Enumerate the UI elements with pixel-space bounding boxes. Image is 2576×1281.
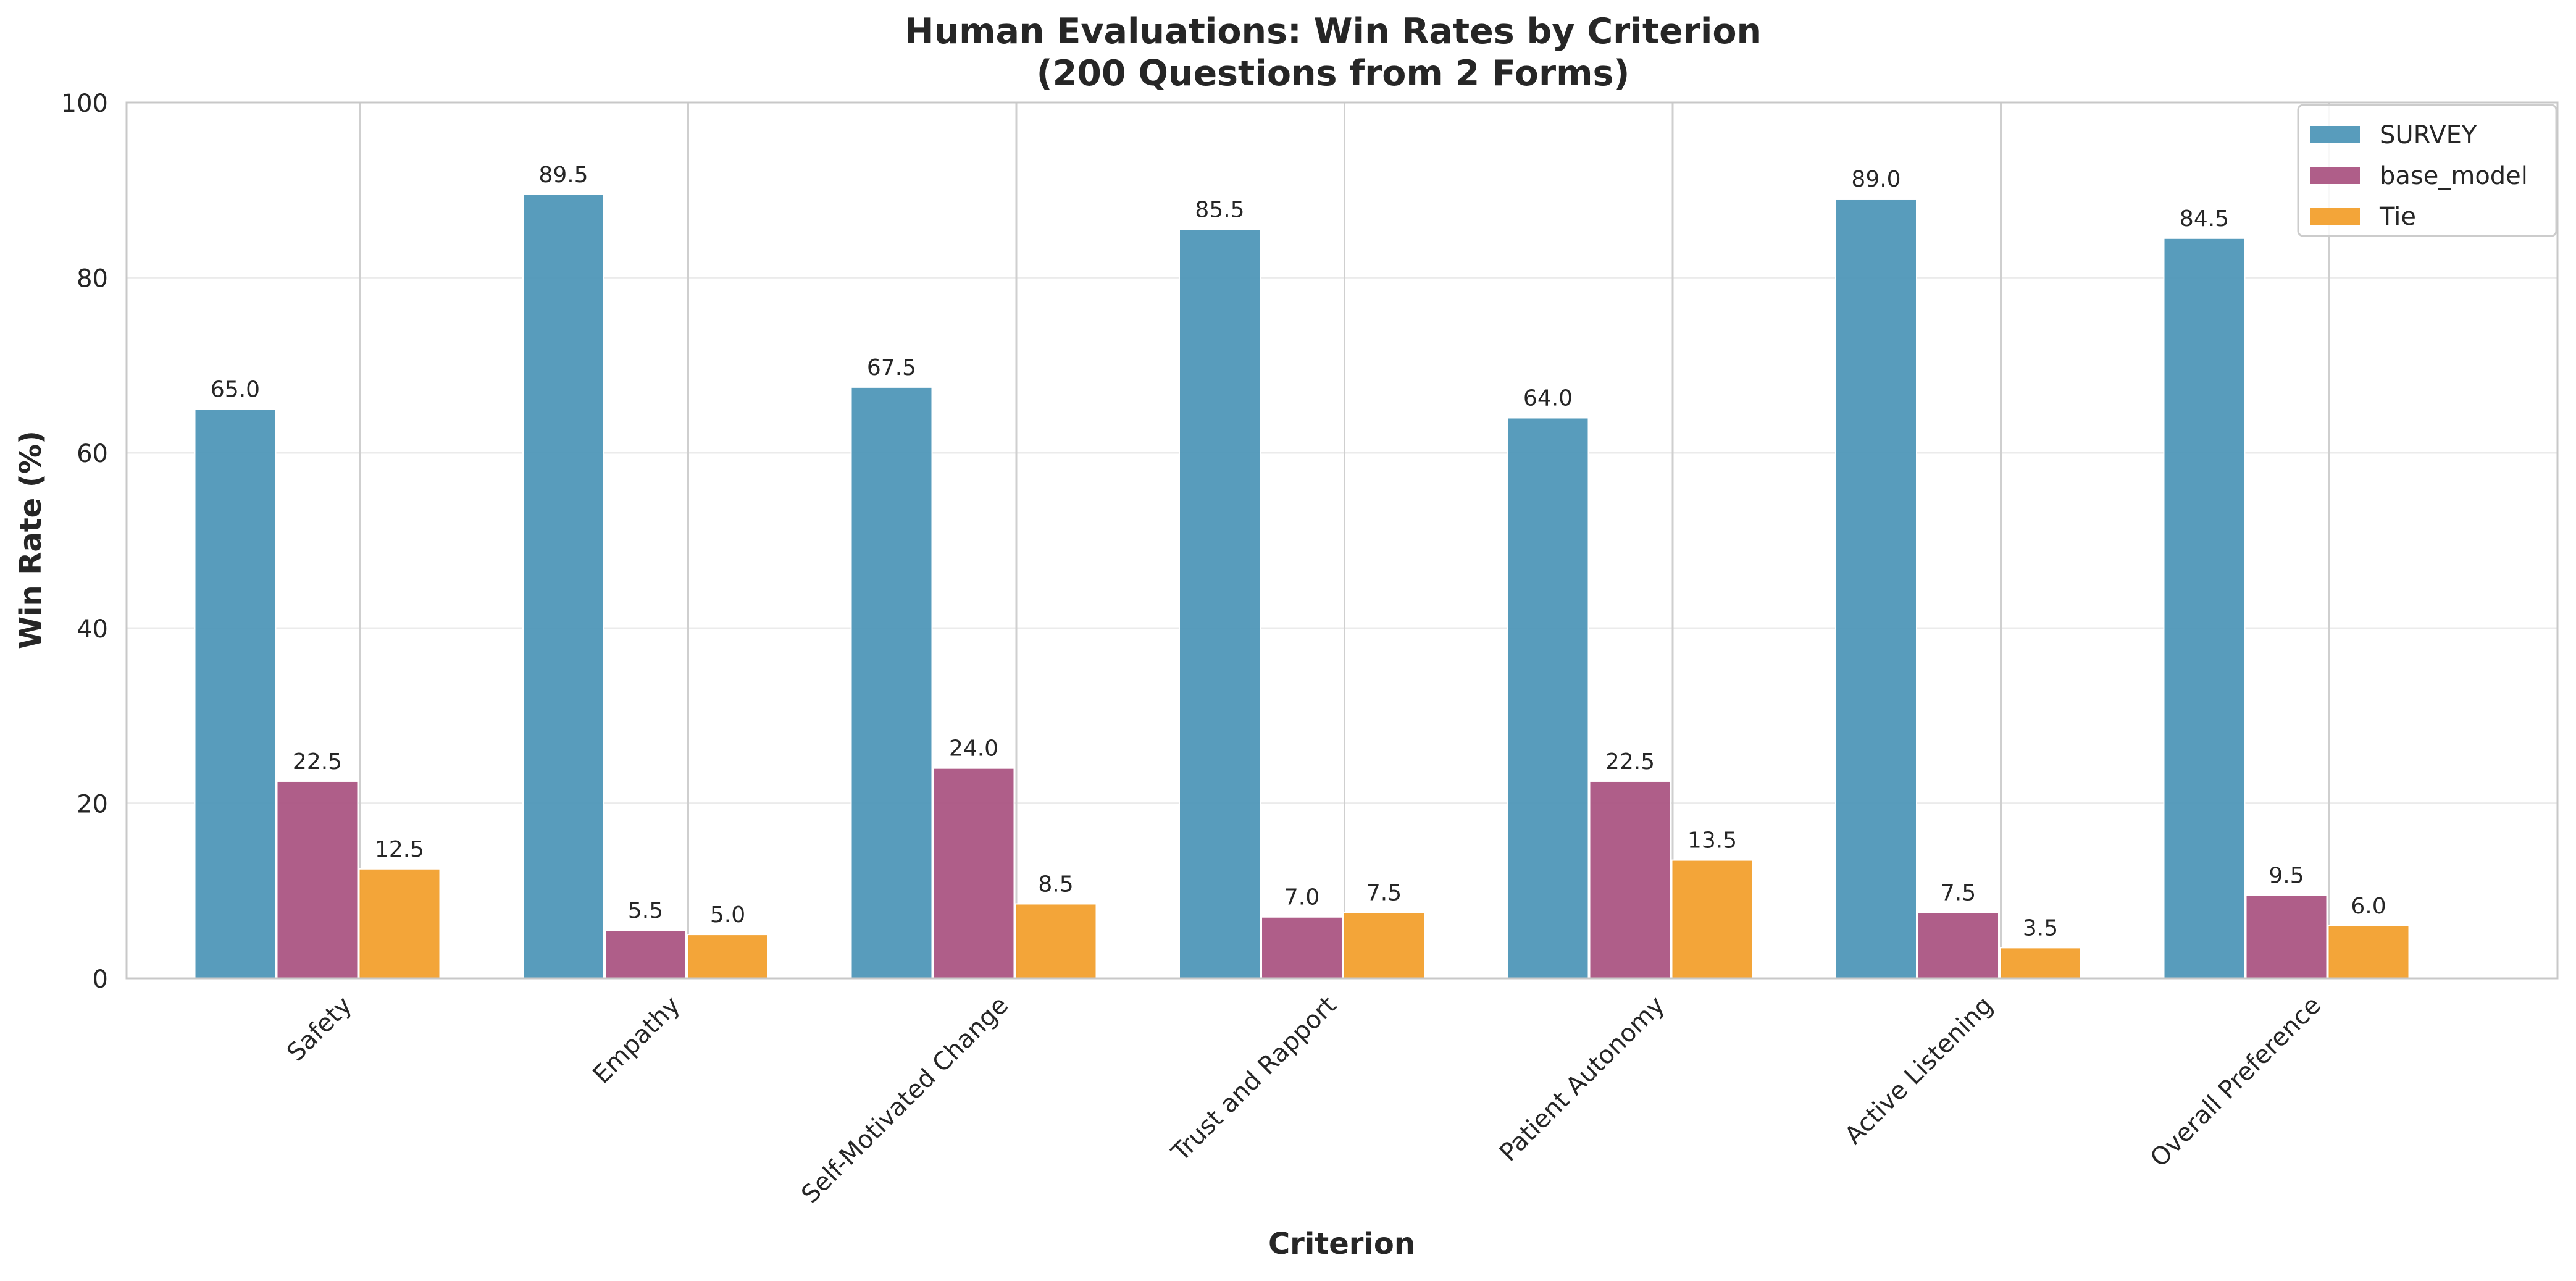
bar-survey bbox=[1179, 229, 1261, 979]
y-tick-label: 100 bbox=[61, 90, 108, 118]
legend-swatch bbox=[2310, 208, 2360, 225]
bar-base-model bbox=[1917, 912, 1999, 980]
data-label: 85.5 bbox=[1195, 198, 1244, 223]
bar-base-model bbox=[276, 780, 359, 979]
legend-swatch bbox=[2310, 126, 2360, 143]
value-labels: 65.0 22.5 12.5 89.5 5.5 5.0 67.5 24.0 8.5 85.5 7.0… bbox=[211, 162, 2386, 941]
data-label: 67.5 bbox=[867, 355, 916, 380]
data-label: 3.5 bbox=[2023, 915, 2058, 941]
bar-survey bbox=[194, 408, 277, 979]
data-label: 6.0 bbox=[2351, 894, 2386, 919]
bar-base-model bbox=[2245, 894, 2328, 980]
data-label: 5.0 bbox=[710, 902, 745, 928]
data-label: 9.5 bbox=[2269, 863, 2304, 888]
bar-tie bbox=[1343, 912, 1425, 980]
bar-tie bbox=[1671, 859, 1754, 979]
chart-title: Human Evaluations: Win Rates by Criterio… bbox=[905, 11, 1762, 52]
data-label: 5.5 bbox=[628, 898, 663, 923]
data-label: 24.0 bbox=[949, 736, 998, 762]
bar-tie bbox=[358, 868, 441, 979]
y-axis-ticks: 0 20 40 60 80 100 bbox=[61, 90, 108, 994]
y-axis-label: Win Rate (%) bbox=[14, 430, 48, 649]
legend-label: base_model bbox=[2380, 162, 2528, 190]
legend-box bbox=[2297, 104, 2557, 237]
y-tick-label: 0 bbox=[93, 965, 108, 994]
legend-swatch bbox=[2310, 167, 2360, 184]
data-label: 12.5 bbox=[375, 837, 424, 862]
data-label: 7.5 bbox=[1941, 881, 1976, 906]
data-label: 84.5 bbox=[2180, 206, 2229, 232]
data-label: 13.5 bbox=[1687, 828, 1737, 854]
data-label: 22.5 bbox=[293, 749, 342, 775]
bar-survey bbox=[522, 193, 604, 979]
y-tick-label: 60 bbox=[77, 440, 108, 468]
plot-frame bbox=[125, 101, 2559, 980]
bar-survey bbox=[2163, 237, 2246, 979]
legend-label: Tie bbox=[2379, 203, 2416, 231]
data-label: 89.5 bbox=[538, 162, 588, 188]
bar-tie bbox=[2327, 925, 2410, 980]
bar-survey bbox=[1507, 417, 1589, 979]
bar-tie bbox=[687, 934, 769, 979]
data-label: 89.0 bbox=[1851, 167, 1901, 192]
x-axis-label: Criterion bbox=[1268, 1227, 1415, 1261]
bar-base-model bbox=[932, 767, 1015, 980]
legend-items: SURVEY base_model Tie bbox=[2310, 121, 2528, 231]
bar-tie bbox=[1999, 947, 2081, 979]
bar-survey bbox=[850, 386, 933, 979]
bar-base-model bbox=[1589, 780, 1671, 979]
bar-base-model bbox=[1261, 916, 1343, 979]
bar-survey bbox=[1835, 198, 1917, 980]
y-tick-label: 40 bbox=[77, 615, 108, 644]
legend: SURVEY base_model Tie bbox=[2297, 104, 2557, 237]
bar-base-model bbox=[604, 930, 687, 980]
data-label: 8.5 bbox=[1038, 872, 1073, 897]
data-label: 65.0 bbox=[211, 377, 260, 402]
y-tick-label: 80 bbox=[77, 265, 108, 293]
data-label: 7.5 bbox=[1366, 881, 1402, 906]
bars bbox=[194, 193, 2410, 980]
data-label: 22.5 bbox=[1605, 749, 1655, 775]
bar-tie bbox=[1014, 903, 1097, 979]
legend-label: SURVEY bbox=[2380, 121, 2477, 149]
y-tick-label: 20 bbox=[77, 790, 108, 818]
chart-subtitle: (200 Questions from 2 Forms) bbox=[1037, 53, 1630, 94]
data-label: 64.0 bbox=[1523, 385, 1573, 411]
data-label: 7.0 bbox=[1284, 885, 1319, 910]
